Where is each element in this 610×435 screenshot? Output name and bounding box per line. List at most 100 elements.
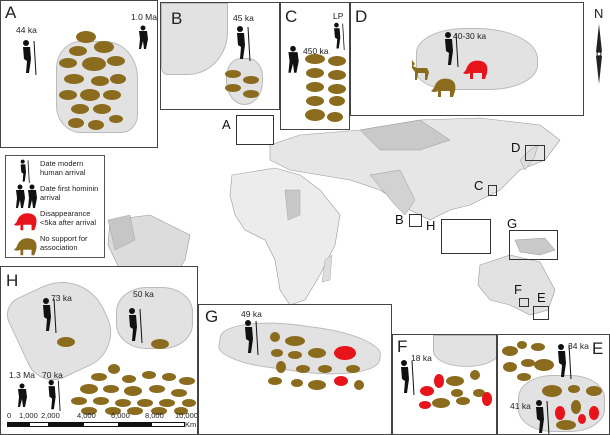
panel-c: C LP 450 ka [280, 2, 350, 130]
scale-tick: 1,000 [19, 411, 38, 420]
date-label: 49 ka [241, 309, 262, 319]
north-arrow: N [590, 6, 608, 86]
legend-label: No support for association [40, 234, 88, 252]
locator-box-g[interactable] [509, 230, 558, 260]
hominin-icon [288, 45, 299, 73]
scale-tick: 8,000 [145, 411, 164, 420]
scale-unit: Km [185, 420, 197, 429]
locator-label-e: E [537, 290, 546, 305]
locator-label-b: B [395, 212, 404, 227]
panel-g: G 49 ka [198, 304, 392, 435]
hominin-pair-icon [16, 184, 37, 208]
locator-box-f[interactable] [519, 298, 529, 307]
locator-label-g: G [507, 216, 518, 231]
date-label: 50 ka [133, 289, 154, 299]
hominin-icon [18, 383, 27, 407]
date-label: 450 ka [303, 46, 329, 56]
panel-letter: F [397, 337, 408, 356]
locator-box-h[interactable] [441, 219, 491, 254]
locator-label-d: D [511, 140, 521, 155]
panel-letter: A [5, 3, 17, 22]
brown-mammoth-icon [431, 78, 456, 97]
scale-tick: 2,000 [41, 411, 60, 420]
date-label: 44 ka [16, 25, 37, 35]
legend-label: Disappearance <5ka after arrival [40, 209, 97, 227]
modern-human-icon [401, 360, 415, 395]
megafauna-cluster-icon [542, 385, 602, 430]
locator-box-b[interactable] [409, 214, 422, 227]
land-britain [56, 41, 138, 133]
locator-label-h: H [426, 218, 436, 233]
date-label: 1.0 Ma [131, 12, 157, 22]
scale-tick: 10,000 [175, 411, 198, 420]
locator-box-c[interactable] [488, 185, 497, 196]
date-label: 45 ka [233, 13, 254, 23]
red-elephant-icon [14, 213, 37, 231]
locator-label-a: A [222, 117, 231, 132]
legend: Date modern human arrival Date first hom… [5, 155, 105, 258]
panel-letter: B [171, 9, 183, 28]
date-label: 70 ka [42, 370, 63, 380]
land-hokkaido [416, 28, 538, 90]
megafauna-cluster-icon [268, 332, 364, 390]
pangolin-icon [151, 339, 169, 349]
legend-item-no-support: No support for association [8, 234, 104, 258]
date-label: 40-30 ka [453, 31, 487, 41]
megafauna-cluster-icon [59, 31, 126, 130]
panel-letter: D [355, 7, 368, 26]
megafauna-cluster-icon [305, 54, 346, 122]
modern-human-icon [445, 32, 459, 67]
date-label: 34 ka [568, 341, 589, 351]
locator-box-e[interactable] [533, 306, 549, 320]
legend-item-modern-human: Date modern human arrival [8, 159, 104, 183]
panel-f: F 18 ka [392, 334, 497, 435]
modern-human-icon [558, 344, 572, 379]
panel-e: E 34 ka 41 ka [497, 334, 610, 435]
panel-h: H 73 ka 50 ka 1.3 Ma 70 ka 0 1,000 2,000… [0, 266, 198, 435]
megafauna-cluster-icon [225, 70, 259, 98]
panel-letter: E [592, 339, 604, 358]
legend-item-disappearance: Disappearance <5ka after arrival [8, 209, 104, 233]
modern-human-icon [43, 298, 57, 333]
modern-human-icon [334, 22, 345, 51]
land-australia-south [433, 335, 496, 367]
locator-label-c: C [474, 178, 484, 193]
deer-icon [412, 60, 429, 80]
hominin-icon [139, 25, 148, 49]
legend-label: Date first hominin arrival [40, 184, 99, 202]
megafauna-cluster-icon [71, 364, 196, 415]
megafauna-cluster-icon [419, 370, 492, 409]
scale-bar-track [7, 422, 185, 427]
land-borneo [116, 287, 193, 349]
scale-bar: 0 1,000 2,000 4,000 6,000 8,000 10,000 K… [5, 411, 198, 433]
panel-letter: G [205, 307, 219, 326]
modern-human-icon [536, 400, 550, 434]
legend-item-first-hominin: Date first hominin arrival [8, 184, 104, 208]
locator-box-a[interactable] [236, 115, 274, 145]
date-label: 73 ka [51, 293, 72, 303]
panel-letter: H [6, 271, 19, 290]
date-label: LP [333, 11, 344, 21]
date-label: 18 ka [411, 353, 432, 363]
panel-a: A 44 ka 1.0 Ma [0, 0, 158, 148]
modern-human-icon [48, 379, 61, 411]
brown-elephant-icon [14, 238, 37, 256]
red-mammoth-icon [463, 60, 488, 79]
panel-b: B 45 ka [160, 2, 280, 110]
modern-human-icon [245, 320, 259, 355]
panel-d: D 40-30 ka [350, 2, 584, 116]
pangolin-icon [57, 337, 75, 347]
north-label: N [594, 6, 604, 21]
modern-human-icon [23, 40, 37, 75]
land-tasmania [518, 375, 605, 432]
date-label: 41 ka [510, 401, 531, 411]
locator-box-d[interactable] [525, 145, 545, 161]
scale-tick: 0 [7, 411, 12, 420]
date-label: 1.3 Ma [9, 370, 35, 380]
scale-tick: 6,000 [111, 411, 130, 420]
compass-arrow-icon [596, 24, 602, 84]
modern-human-icon [129, 308, 143, 343]
panel-letter: C [285, 7, 298, 26]
megafauna-cluster-icon [502, 341, 554, 381]
